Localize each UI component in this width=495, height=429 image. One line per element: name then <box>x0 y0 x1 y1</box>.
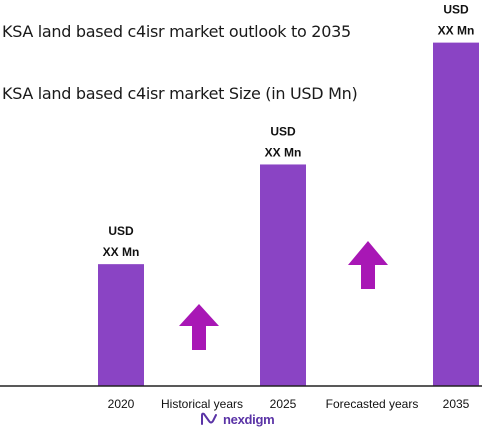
value-label-2035-currency: USD <box>443 3 469 17</box>
value-label-2025-currency: USD <box>270 124 296 138</box>
value-label-2020-amount: XX Mn <box>103 245 140 259</box>
value-label-2025-amount: XX Mn <box>265 145 302 159</box>
bar-2025 <box>260 164 306 386</box>
bar-2035 <box>433 42 479 386</box>
value-label-2020-currency: USD <box>108 224 134 238</box>
x-tick-label-2020: 2020 <box>108 397 135 411</box>
forecast-growth-arrow-icon <box>348 241 388 289</box>
logo-text: nexdigm <box>223 411 275 427</box>
chart-title: KSA land based c4isr market outlook to 2… <box>2 22 351 41</box>
value-label-2035-amount: XX Mn <box>438 24 475 38</box>
x-axis-labels-group: 2020 Historical years 2025 Forecasted ye… <box>108 397 470 411</box>
growth-arrows-group <box>179 241 388 350</box>
x-tick-label-2025: 2025 <box>270 397 297 411</box>
bars-group <box>98 42 479 386</box>
bar-2020 <box>98 264 144 386</box>
period-label-forecasted: Forecasted years <box>326 397 419 411</box>
historical-growth-arrow-icon <box>179 304 219 350</box>
chart-subtitle: KSA land based c4isr market Size (in USD… <box>2 84 358 103</box>
nexdigm-logo-icon <box>201 412 217 425</box>
value-labels-group: USD XX Mn USD XX Mn USD XX Mn <box>103 3 475 260</box>
period-label-historical: Historical years <box>161 397 243 411</box>
nexdigm-logo: nexdigm <box>200 410 275 428</box>
x-tick-label-2035: 2035 <box>443 397 470 411</box>
